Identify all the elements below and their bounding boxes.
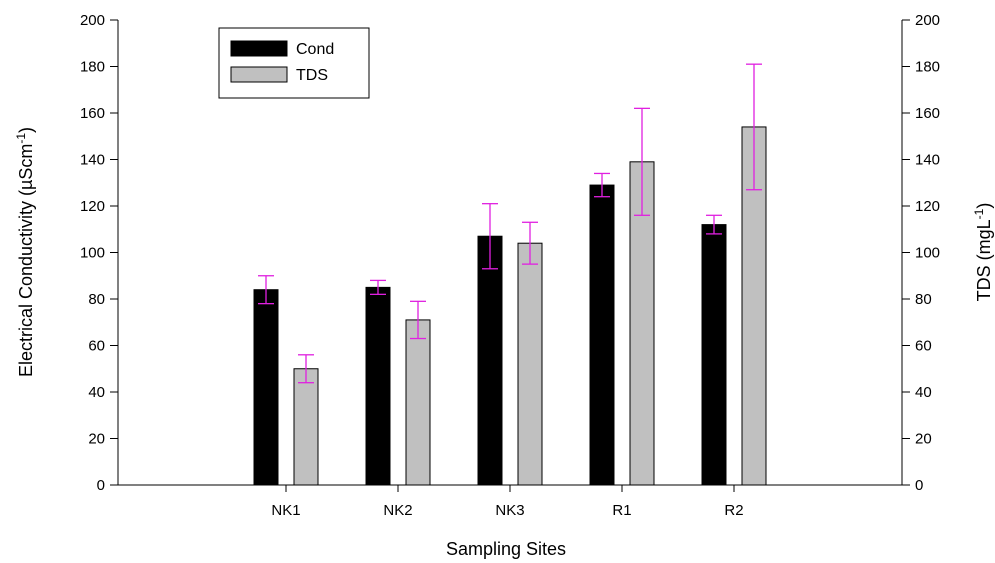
bar-tds — [405, 319, 431, 486]
y-tick-label: 140 — [80, 152, 105, 169]
y2-tick-label: 20 — [915, 431, 932, 448]
bar-cond — [477, 235, 503, 486]
bar-cond — [365, 286, 391, 486]
y2-tick-label: 60 — [915, 338, 932, 355]
y-tick-label: 200 — [80, 12, 105, 29]
y-tick-label: 180 — [80, 59, 105, 76]
bar-cond — [589, 184, 615, 486]
x-tick-label: R1 — [612, 502, 631, 519]
bar-tds — [293, 368, 319, 486]
x-tick-label: NK2 — [383, 502, 412, 519]
y2-tick-label: 200 — [915, 12, 940, 29]
y-tick-label: 40 — [88, 384, 105, 401]
y-tick-label: 120 — [80, 198, 105, 215]
legend-swatch-cond — [230, 40, 288, 57]
legend-box — [218, 27, 370, 99]
bar-cond — [701, 224, 727, 486]
bar-tds — [517, 242, 543, 486]
y2-tick-label: 80 — [915, 291, 932, 308]
y2-tick-label: 120 — [915, 198, 940, 215]
legend: Cond TDS — [218, 27, 370, 99]
x-tick-label: NK1 — [271, 502, 300, 519]
ticks: 0 0 20 20 40 40 60 60 80 80 100 100 120 120 140 140 160 1… — [80, 12, 940, 519]
y-tick-label: 60 — [88, 338, 105, 355]
x-tick-label: NK3 — [495, 502, 524, 519]
y-tick-label: 100 — [80, 245, 105, 262]
y2-tick-label: 140 — [915, 152, 940, 169]
y2-tick-label: 100 — [915, 245, 940, 262]
legend-swatch-tds — [230, 66, 288, 83]
y2-tick-label: 40 — [915, 384, 932, 401]
y-axis-title: Electrical Conductivity (µScm-1) — [14, 127, 36, 377]
y-tick-label: 160 — [80, 105, 105, 122]
bar-cond — [253, 289, 279, 486]
legend-label-tds: TDS — [296, 67, 328, 84]
bars — [253, 126, 767, 486]
x-axis-title: Sampling Sites — [446, 539, 566, 559]
y-tick-label: 80 — [88, 291, 105, 308]
y-tick-label: 0 — [97, 477, 105, 494]
y2-tick-label: 0 — [915, 477, 923, 494]
y2-axis-title: TDS (mgL-1) — [972, 203, 994, 302]
y-tick-label: 20 — [88, 431, 105, 448]
x-tick-label: R2 — [724, 502, 743, 519]
legend-label-cond: Cond — [296, 41, 334, 58]
error-bars — [258, 63, 762, 384]
y2-tick-label: 160 — [915, 105, 940, 122]
y2-tick-label: 180 — [915, 59, 940, 76]
